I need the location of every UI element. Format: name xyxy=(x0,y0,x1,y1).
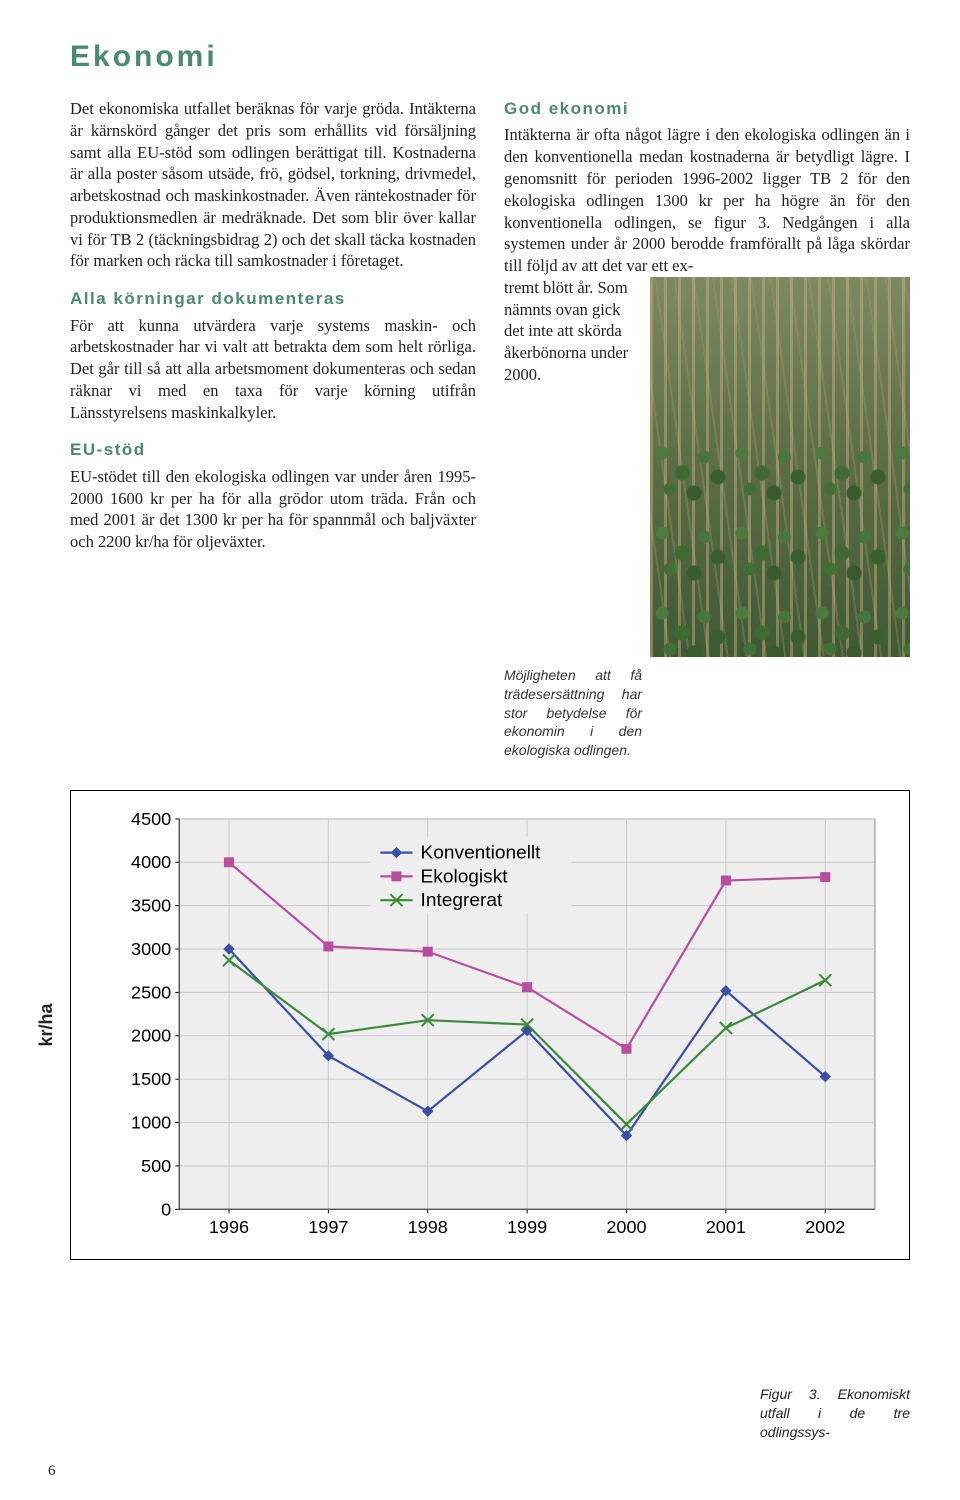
page-number: 6 xyxy=(48,1463,56,1480)
text-wrap-block: tremt blött år. Som nämnts ovan gick det… xyxy=(504,277,910,658)
section-heading: EU-stöd xyxy=(70,439,476,461)
body-text: För att kunna utvärdera varje systems ma… xyxy=(70,315,476,424)
svg-text:4500: 4500 xyxy=(131,809,171,829)
svg-text:1500: 1500 xyxy=(131,1069,171,1089)
svg-text:1999: 1999 xyxy=(507,1217,547,1237)
y-axis-title: kr/ha xyxy=(36,1004,57,1047)
body-text: tremt blött år. Som nämnts ovan gick det… xyxy=(504,277,642,386)
svg-text:4000: 4000 xyxy=(131,853,171,873)
chart-frame: kr/ha 0500100015002000250030003500400045… xyxy=(70,790,910,1260)
two-column-layout: Det ekonomiska utfallet beräknas för var… xyxy=(70,98,910,760)
body-text: EU-stödet till den ekologiska odlingen v… xyxy=(70,466,476,553)
figure-caption: Figur 3. Ekonomiskt utfall i de tre odli… xyxy=(760,1385,910,1442)
photo-caption: Möjligheten att få trädesersättning har … xyxy=(504,666,642,760)
body-text: Det ekonomiska utfallet beräknas för var… xyxy=(70,98,476,272)
left-column: Det ekonomiska utfallet beräknas för var… xyxy=(70,98,476,760)
section-heading: God ekonomi xyxy=(504,98,910,120)
svg-text:1000: 1000 xyxy=(131,1113,171,1133)
right-column: God ekonomi Intäkterna är ofta något läg… xyxy=(504,98,910,760)
line-chart: 0 500 1000 1500 2000 2500 3000 3500 4000 4500 1996… xyxy=(123,809,887,1245)
svg-text:1996: 1996 xyxy=(209,1217,249,1237)
svg-text:1998: 1998 xyxy=(408,1217,448,1237)
field-photo xyxy=(650,277,910,657)
chart-area: 0 500 1000 1500 2000 2500 3000 3500 4000 4500 1996… xyxy=(123,809,887,1245)
svg-text:Integrerat: Integrerat xyxy=(421,890,503,911)
svg-text:2500: 2500 xyxy=(131,983,171,1003)
svg-text:0: 0 xyxy=(161,1200,171,1220)
photo-caption-block: Möjligheten att få trädesersättning har … xyxy=(504,658,910,760)
svg-text:500: 500 xyxy=(141,1156,171,1176)
svg-text:2002: 2002 xyxy=(805,1217,845,1237)
svg-text:3500: 3500 xyxy=(131,896,171,916)
svg-text:1997: 1997 xyxy=(308,1217,348,1237)
svg-text:Konventionellt: Konventionellt xyxy=(421,843,542,864)
svg-text:Ekologiskt: Ekologiskt xyxy=(421,867,509,888)
body-text: Intäkterna är ofta något lägre i den eko… xyxy=(504,124,910,276)
svg-text:3000: 3000 xyxy=(131,939,171,959)
section-heading: Alla körningar dokumenteras xyxy=(70,288,476,310)
svg-text:2000: 2000 xyxy=(606,1217,646,1237)
page-content: Ekonomi Det ekonomiska utfallet beräknas… xyxy=(0,0,960,1290)
page-title: Ekonomi xyxy=(70,40,910,74)
svg-text:2000: 2000 xyxy=(131,1026,171,1046)
svg-text:2001: 2001 xyxy=(706,1217,746,1237)
